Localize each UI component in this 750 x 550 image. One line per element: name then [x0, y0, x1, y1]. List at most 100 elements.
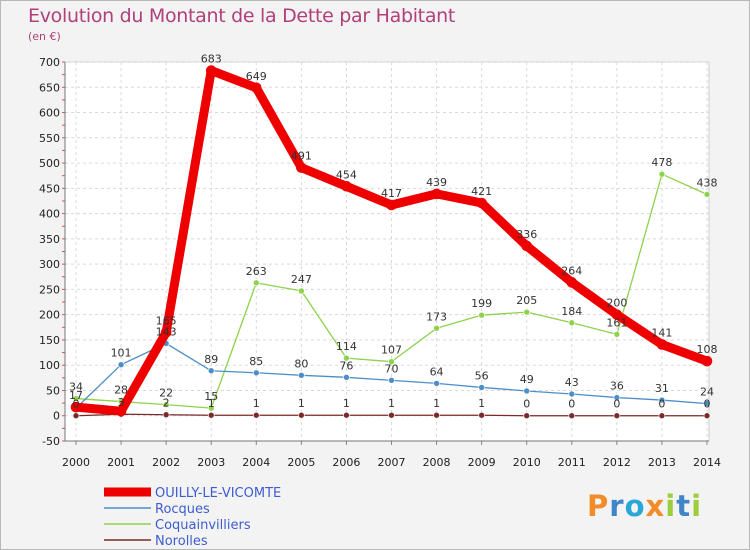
data-label: 264	[561, 264, 582, 277]
data-label: 2	[163, 397, 170, 410]
data-point	[298, 372, 305, 379]
data-point	[72, 412, 80, 420]
data-point	[386, 199, 397, 211]
data-label: 161	[606, 316, 627, 329]
y-tick-label: 0	[53, 410, 60, 423]
data-label: 247	[291, 273, 312, 286]
data-label: 56	[475, 369, 489, 382]
legend-label: Coquainvilliers	[155, 518, 251, 533]
data-point	[568, 319, 576, 327]
x-tick-label: 2000	[62, 456, 90, 469]
plot-area	[64, 61, 710, 442]
y-tick-label: -50	[42, 435, 60, 448]
data-label: 336	[516, 228, 537, 241]
logo-letter: t	[676, 489, 692, 523]
data-point	[252, 369, 260, 377]
data-label: 49	[520, 373, 534, 386]
data-label: 199	[471, 297, 492, 310]
data-label: 80	[294, 357, 308, 370]
data-label: 184	[561, 305, 582, 318]
data-point	[388, 377, 395, 384]
data-point	[205, 65, 217, 76]
data-label: 200	[606, 297, 627, 310]
proxiti-logo: Proxiti	[587, 489, 702, 523]
data-label: 1	[433, 397, 440, 410]
data-point	[658, 412, 666, 420]
data-label: 417	[381, 187, 402, 200]
data-point	[252, 411, 260, 419]
data-point	[478, 311, 485, 319]
data-label: 34	[69, 381, 83, 394]
data-point	[658, 396, 666, 404]
data-label: 1	[478, 397, 485, 410]
x-tick-label: 2012	[603, 456, 631, 469]
data-point	[568, 390, 576, 398]
x-tick-label: 2014	[693, 456, 721, 469]
data-point	[343, 354, 350, 362]
data-point	[568, 412, 576, 420]
data-label: 0	[523, 398, 530, 411]
data-label: 76	[339, 359, 353, 372]
data-point	[703, 400, 711, 407]
data-point	[613, 331, 621, 338]
data-label: 28	[114, 384, 128, 397]
y-tick-label: 600	[39, 107, 60, 120]
data-label: 70	[385, 362, 399, 375]
data-point	[523, 412, 531, 420]
data-label: 3	[118, 396, 125, 409]
data-label: 143	[156, 325, 177, 338]
data-label: 649	[246, 70, 267, 83]
data-point	[115, 405, 127, 417]
legend-label: Norolles	[155, 534, 208, 549]
data-label: 1	[343, 397, 350, 410]
data-label: 0	[704, 398, 711, 411]
y-tick-label: 150	[39, 334, 60, 347]
data-point	[613, 394, 621, 401]
data-point	[207, 367, 215, 375]
y-tick-label: 700	[39, 56, 60, 69]
data-label: 173	[426, 310, 447, 323]
data-point	[433, 325, 440, 332]
data-label: 64	[430, 365, 444, 378]
data-label: 17	[69, 389, 83, 402]
legend-label: Rocques	[155, 502, 210, 517]
data-label: 85	[249, 355, 263, 368]
data-point	[433, 411, 440, 419]
data-label: 491	[291, 150, 312, 163]
data-point	[207, 411, 215, 419]
data-point	[431, 188, 442, 200]
data-point	[478, 411, 485, 419]
y-tick-label: 500	[39, 157, 60, 170]
data-point	[433, 380, 440, 387]
y-tick-label: 350	[39, 233, 60, 246]
data-point	[523, 308, 531, 316]
x-tick-label: 2001	[107, 456, 135, 469]
data-label: 1	[253, 397, 260, 410]
data-point	[388, 358, 395, 365]
data-label: 141	[651, 326, 672, 339]
data-point	[701, 355, 713, 367]
data-point	[72, 395, 80, 402]
x-tick-label: 2008	[423, 456, 451, 469]
data-label: 1	[208, 397, 215, 410]
data-label: 107	[381, 344, 402, 357]
y-tick-label: 550	[39, 132, 60, 145]
data-label: 0	[568, 398, 575, 411]
unit-label: (en €)	[28, 30, 61, 43]
data-point	[658, 170, 666, 178]
x-tick-label: 2003	[197, 456, 225, 469]
data-label: 421	[471, 185, 492, 198]
data-label: 31	[655, 382, 669, 395]
data-point	[611, 309, 623, 320]
x-tick-label: 2011	[558, 456, 586, 469]
x-tick-label: 2009	[468, 456, 496, 469]
x-tick-label: 2007	[378, 456, 406, 469]
data-point	[117, 361, 125, 368]
data-point	[566, 277, 578, 288]
y-tick-label: 450	[39, 182, 60, 195]
x-tick-label: 2006	[332, 456, 360, 469]
data-point	[162, 411, 170, 419]
data-point	[523, 387, 531, 395]
data-point	[343, 411, 350, 419]
